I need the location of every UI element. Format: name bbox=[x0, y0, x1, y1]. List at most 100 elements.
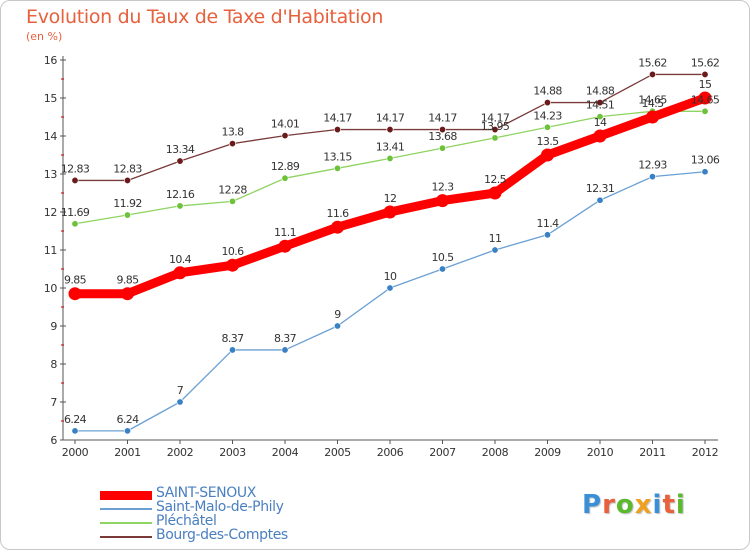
data-point-saint-senoux bbox=[698, 91, 712, 105]
data-point-bourg-des-comptes bbox=[281, 132, 289, 140]
data-label-bourg-des-comptes: 13.8 bbox=[221, 126, 244, 139]
data-point-bourg-des-comptes bbox=[71, 176, 79, 184]
data-point-bourg-des-comptes bbox=[701, 70, 709, 78]
data-label-saint-senoux: 14 bbox=[594, 116, 607, 129]
x-tick-label: 2004 bbox=[272, 446, 299, 459]
logo-letter: o bbox=[615, 490, 635, 520]
data-label-plechatel: 13.15 bbox=[323, 150, 352, 163]
data-label-bourg-des-comptes: 14.17 bbox=[376, 112, 405, 125]
x-tick-label: 2000 bbox=[62, 446, 89, 459]
data-label-bourg-des-comptes: 14.88 bbox=[586, 85, 615, 98]
data-label-saint-senoux: 9.85 bbox=[64, 274, 87, 287]
data-point-saint-senoux bbox=[436, 194, 449, 208]
data-point-plechatel bbox=[543, 123, 551, 131]
data-label-bourg-des-comptes: 14.17 bbox=[428, 112, 457, 125]
data-point-saint-senoux bbox=[173, 266, 187, 280]
x-tick-label: 2012 bbox=[692, 446, 718, 459]
data-point-bourg-des-comptes bbox=[438, 126, 446, 134]
data-point-plechatel bbox=[333, 164, 341, 172]
data-point-saint-senoux bbox=[646, 110, 659, 124]
data-point-plechatel bbox=[124, 211, 132, 219]
data-point-bourg-des-comptes bbox=[386, 126, 394, 134]
data-label-plechatel: 14.65 bbox=[638, 93, 667, 106]
line-chart: 6 7 8 9 10 11 12 13 14 15 16 2000 2001 2002 2003 2004 20… bbox=[44, 54, 721, 459]
legend-label-saint-senoux: SAINT-SENOUX bbox=[156, 485, 256, 501]
logo-letter: x bbox=[634, 490, 653, 520]
x-tick-label: 2009 bbox=[534, 446, 561, 459]
data-label-plechatel: 13.95 bbox=[481, 120, 510, 133]
data-label-plechatel: 11.92 bbox=[113, 197, 142, 210]
data-point-bourg-des-comptes bbox=[176, 157, 184, 165]
x-tick-label: 2005 bbox=[324, 446, 351, 459]
data-label-saint-malo-de-phily: 8.37 bbox=[221, 332, 244, 345]
data-point-plechatel bbox=[229, 197, 237, 205]
series-layer bbox=[68, 70, 712, 435]
data-label-saint-malo-de-phily: 8.37 bbox=[274, 332, 297, 345]
logo-letter: P bbox=[582, 490, 603, 520]
data-point-bourg-des-comptes bbox=[333, 126, 341, 134]
data-point-saint-malo-de-phily bbox=[491, 246, 499, 254]
y-axis-unit: (en %) bbox=[26, 30, 63, 43]
proxiti-logo: Proxiti bbox=[582, 490, 686, 520]
x-tick-label: 2007 bbox=[429, 446, 456, 459]
logo-letter: i bbox=[652, 490, 663, 520]
data-point-saint-malo-de-phily bbox=[71, 427, 79, 435]
legend-label-plechatel: Pléchâtel bbox=[156, 513, 217, 529]
data-point-saint-senoux bbox=[121, 287, 134, 301]
data-point-saint-senoux bbox=[68, 287, 82, 301]
data-point-plechatel bbox=[176, 202, 184, 210]
y-tick-label: 8 bbox=[50, 358, 57, 371]
chart-axes: 6 7 8 9 10 11 12 13 14 15 16 2000 2001 2002 2003 2004 20… bbox=[44, 54, 719, 459]
legend-swatch-plechatel bbox=[100, 522, 152, 524]
legend-swatch-bourg-des-comptes bbox=[100, 536, 152, 538]
x-tick-label: 2002 bbox=[167, 446, 193, 459]
data-point-saint-malo-de-phily bbox=[176, 398, 184, 406]
data-point-saint-senoux bbox=[488, 186, 502, 200]
data-label-saint-senoux: 12.3 bbox=[431, 181, 454, 194]
data-label-plechatel: 11.69 bbox=[61, 206, 90, 219]
x-tick-label: 2008 bbox=[482, 446, 509, 459]
data-label-plechatel: 12.89 bbox=[271, 160, 300, 173]
data-label-saint-malo-de-phily: 12.93 bbox=[638, 159, 667, 172]
logo-letter: r bbox=[602, 490, 616, 520]
data-point-saint-malo-de-phily bbox=[386, 284, 394, 292]
data-point-plechatel bbox=[701, 107, 709, 115]
y-tick-label: 11 bbox=[44, 244, 57, 257]
data-label-saint-senoux: 11.1 bbox=[274, 226, 296, 239]
data-label-saint-malo-de-phily: 6.24 bbox=[116, 413, 139, 426]
data-point-saint-malo-de-phily bbox=[229, 346, 237, 354]
y-tick-label: 16 bbox=[44, 54, 58, 67]
data-label-bourg-des-comptes: 15.62 bbox=[638, 56, 667, 69]
logo-letter: t bbox=[662, 490, 676, 520]
data-label-plechatel: 12.28 bbox=[218, 183, 247, 196]
data-point-saint-senoux bbox=[541, 148, 554, 162]
data-point-bourg-des-comptes bbox=[229, 140, 237, 148]
chart-title: Evolution du Taux de Taxe d'Habitation bbox=[26, 6, 384, 28]
data-label-saint-malo-de-phily: 9 bbox=[334, 308, 341, 321]
data-label-bourg-des-comptes: 14.17 bbox=[323, 112, 352, 125]
y-tick-label: 7 bbox=[50, 396, 57, 409]
data-point-saint-senoux bbox=[383, 205, 397, 219]
data-point-plechatel bbox=[281, 174, 289, 182]
legend-swatch-saint-senoux bbox=[100, 490, 152, 500]
data-label-saint-senoux: 14.5 bbox=[641, 97, 664, 110]
data-point-plechatel bbox=[386, 154, 394, 162]
data-label-plechatel: 13.41 bbox=[376, 140, 405, 153]
data-label-bourg-des-comptes: 12.83 bbox=[113, 162, 142, 175]
data-point-saint-malo-de-phily bbox=[124, 427, 132, 435]
data-point-saint-senoux bbox=[331, 220, 344, 234]
data-point-plechatel bbox=[71, 220, 79, 228]
data-point-saint-senoux bbox=[593, 129, 607, 143]
data-label-saint-malo-de-phily: 11.4 bbox=[536, 217, 559, 230]
x-tick-label: 2006 bbox=[377, 446, 404, 459]
data-point-bourg-des-comptes bbox=[543, 99, 551, 107]
data-point-saint-malo-de-phily bbox=[596, 196, 604, 204]
data-point-saint-malo-de-phily bbox=[648, 173, 656, 181]
data-label-saint-senoux: 9.85 bbox=[116, 274, 139, 287]
data-label-saint-senoux: 11.6 bbox=[326, 207, 349, 220]
data-label-plechatel: 14.65 bbox=[691, 93, 720, 106]
x-tick-label: 2011 bbox=[639, 446, 665, 459]
data-label-bourg-des-comptes: 15.62 bbox=[691, 56, 720, 69]
data-label-saint-malo-de-phily: 13.06 bbox=[691, 154, 720, 167]
